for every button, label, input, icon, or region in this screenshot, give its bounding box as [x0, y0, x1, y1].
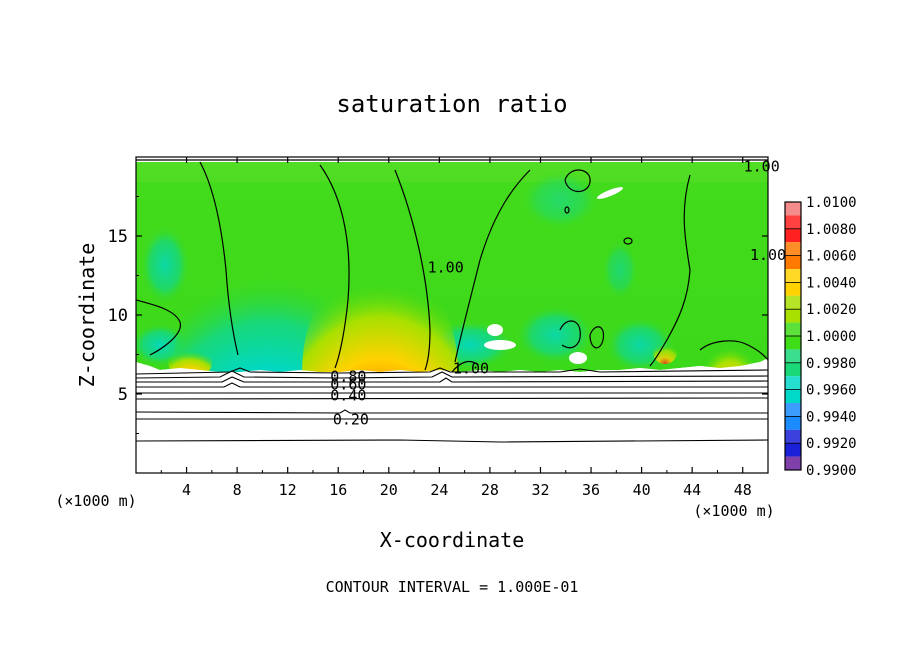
colorbar-band	[785, 443, 801, 457]
colorbar-band	[785, 416, 801, 430]
x-tick-label: 44	[683, 481, 701, 499]
colorbar-band	[785, 295, 801, 310]
x-tick-label: 16	[329, 481, 347, 499]
x-tick-label: 32	[531, 481, 549, 499]
x-unit-left: (×1000 m)	[55, 492, 136, 510]
colorbar-band	[785, 336, 801, 350]
colorbar-band	[785, 403, 801, 417]
x-tick-label: 24	[430, 481, 448, 499]
colorbar-label: 0.9980	[806, 356, 857, 372]
colorbar-label: 0.9960	[806, 383, 857, 399]
colorbar-band	[785, 269, 801, 283]
x-tick-label: 28	[481, 481, 499, 499]
colorbar-band	[785, 202, 801, 216]
colorbar-label: 1.0060	[806, 249, 857, 265]
contour-label: 0.20	[333, 410, 369, 428]
contour-label: 0.80	[330, 368, 366, 386]
x-tick-label: 4	[182, 481, 191, 499]
x-tick-label: 12	[279, 481, 297, 499]
colorbar-band	[785, 228, 801, 243]
contour-interval-note: CONTOUR INTERVAL = 1.000E-01	[326, 578, 579, 596]
y-tick-label: 10	[108, 306, 128, 326]
colorbar-band	[785, 362, 801, 377]
contour-label: 1.00	[744, 157, 780, 175]
colorbar-label: 1.0080	[806, 222, 857, 238]
colorbar-band	[785, 349, 801, 363]
contour-labels: 1.001.001.001.000.800.600.400.20	[330, 157, 786, 428]
x-unit-right: (×1000 m)	[693, 502, 774, 520]
contour-label: 1.00	[428, 259, 464, 277]
contour-label: 0.60	[330, 376, 366, 394]
colorbar-band	[785, 242, 801, 256]
y-axis-ticks: 5 10 15	[108, 196, 768, 434]
colorbar-label: 0.9900	[806, 463, 857, 479]
contour-label: 0.40	[330, 387, 366, 405]
y-tick-label: 5	[118, 385, 128, 405]
x-axis-label: X-coordinate	[380, 528, 525, 552]
colorbar: 1.0100 1.0080 1.0060 1.0040 1.0020 1.0000 0.99…	[784, 195, 857, 479]
x-tick-label: 20	[380, 481, 398, 499]
colorbar-band	[785, 389, 801, 403]
colorbar-band	[785, 456, 801, 470]
x-tick-label: 36	[582, 481, 600, 499]
colorbar-band	[785, 255, 801, 269]
x-axis-ticks: 4 8 12 16 20 24 28 32 36 40 44 48	[160, 157, 752, 499]
contour-label: 1.00	[453, 360, 489, 378]
x-tick-label: 40	[633, 481, 651, 499]
x-tick-label: 48	[734, 481, 752, 499]
colorbar-band	[785, 309, 801, 323]
colorbar-band	[785, 215, 801, 229]
chart-title: saturation ratio	[336, 90, 567, 118]
colorbar-band	[785, 322, 801, 336]
colorbar-label: 0.9940	[806, 409, 857, 425]
colorbar-label: 1.0020	[806, 302, 857, 318]
heatmap-field	[136, 157, 768, 473]
colorbar-label: 1.0100	[806, 195, 857, 211]
colorbar-band	[785, 429, 801, 444]
y-axis-label: Z-coordinate	[75, 243, 99, 388]
x-tick-label: 8	[233, 481, 242, 499]
y-tick-label: 15	[108, 227, 128, 247]
colorbar-label: 1.0040	[806, 275, 857, 291]
colorbar-label: 0.9920	[806, 436, 857, 452]
colorbar-band	[785, 282, 801, 296]
colorbar-band	[785, 376, 801, 390]
colorbar-label: 1.0000	[806, 329, 857, 345]
